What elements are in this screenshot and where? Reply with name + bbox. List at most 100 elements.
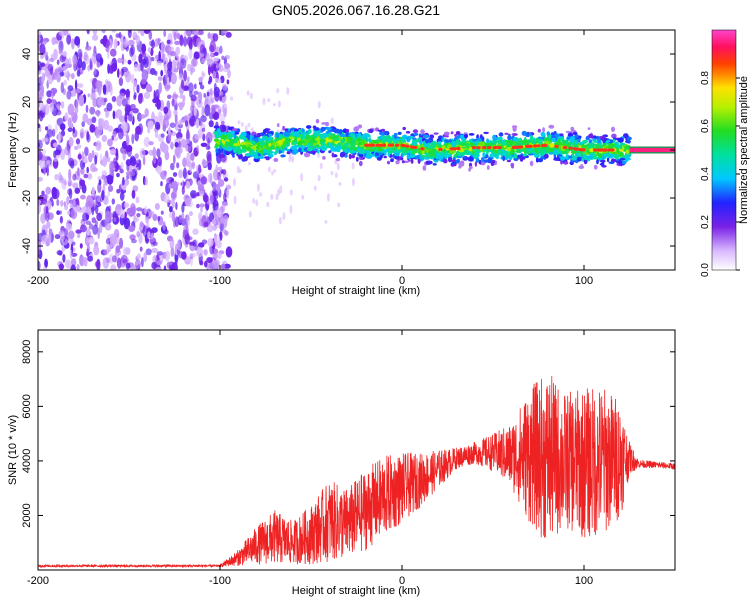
signal-blob <box>519 155 524 161</box>
noise-blob <box>64 58 70 68</box>
signal-blob <box>450 131 454 135</box>
noise-blob <box>121 201 125 211</box>
noise-blob <box>192 171 200 179</box>
signal-blob <box>575 152 579 157</box>
noise-blob <box>152 255 158 264</box>
noise-blob <box>92 86 95 92</box>
noise-blob <box>193 30 198 35</box>
noise-blob <box>82 113 89 123</box>
noise-blob <box>140 30 145 37</box>
x-tick-label: 100 <box>575 575 593 587</box>
noise-blob <box>233 177 236 187</box>
signal-blob <box>367 153 373 157</box>
noise-blob <box>127 113 133 122</box>
noise-blob <box>108 211 113 220</box>
noise-blob <box>118 77 123 87</box>
signal-blob <box>390 158 394 163</box>
noise-blob <box>185 30 193 37</box>
noise-blob <box>262 97 266 106</box>
noise-blob <box>266 201 270 208</box>
signal-blob <box>559 133 564 137</box>
noise-blob <box>210 51 213 59</box>
noise-blob <box>112 130 117 137</box>
signal-blob <box>306 125 312 129</box>
noise-blob <box>53 88 56 95</box>
signal-blob <box>486 165 490 170</box>
noise-blob <box>190 252 197 258</box>
noise-blob <box>68 168 72 181</box>
signal-blob <box>331 152 335 158</box>
signal-blob <box>225 141 230 147</box>
signal-blob <box>456 158 460 162</box>
noise-blob <box>93 67 97 76</box>
noise-blob <box>51 91 54 99</box>
signal-blob <box>270 151 275 154</box>
noise-blob <box>91 186 95 197</box>
signal-blob <box>368 137 372 143</box>
signal-blob <box>232 138 238 144</box>
signal-blob <box>381 135 387 140</box>
signal-peak <box>493 146 498 150</box>
signal-blob <box>350 140 353 145</box>
noise-blob <box>91 150 95 158</box>
y-tick-label: 0 <box>21 147 33 153</box>
signal-blob <box>438 143 442 148</box>
noise-blob <box>89 123 96 133</box>
noise-blob <box>201 70 205 79</box>
y-tick-label: 40 <box>21 48 33 60</box>
signal-blob <box>591 143 595 146</box>
noise-blob <box>142 225 149 238</box>
noise-blob <box>76 70 81 77</box>
noise-blob <box>95 110 101 116</box>
noise-blob <box>157 76 163 81</box>
signal-blob <box>556 154 563 157</box>
signal-blob <box>463 156 467 159</box>
noise-blob <box>89 106 96 115</box>
noise-blob <box>172 172 178 177</box>
signal-peak <box>449 147 454 151</box>
signal-peak <box>420 147 425 151</box>
noise-blob <box>91 52 98 63</box>
noise-blob <box>227 249 231 257</box>
noise-blob <box>198 76 203 83</box>
noise-blob <box>42 266 47 270</box>
noise-blob <box>70 258 77 267</box>
colorbar-gradient <box>711 29 737 271</box>
noise-blob <box>158 81 162 94</box>
noise-blob <box>212 260 219 270</box>
signal-blob <box>276 123 280 128</box>
signal-peak <box>381 143 387 147</box>
noise-blob <box>186 152 192 164</box>
signal-blob <box>413 132 419 136</box>
signal-blob <box>506 159 511 163</box>
noise-blob <box>186 129 190 142</box>
noise-blob <box>248 210 252 218</box>
noise-blob <box>148 211 155 217</box>
noise-blob <box>85 220 91 225</box>
noise-blob <box>212 252 218 260</box>
noise-blob <box>272 103 276 107</box>
noise-blob <box>62 253 66 263</box>
y-tick-label: -20 <box>21 190 33 206</box>
y-tick-label: 2000 <box>21 503 33 527</box>
noise-blob <box>215 64 220 69</box>
noise-blob <box>92 224 99 235</box>
signal-peak <box>601 148 606 152</box>
noise-blob <box>86 166 89 174</box>
signal-blob <box>531 141 536 145</box>
signal-blob <box>561 139 567 144</box>
noise-blob <box>183 69 188 82</box>
noise-blob <box>196 246 204 258</box>
noise-blob <box>148 149 154 156</box>
noise-blob <box>191 161 196 170</box>
signal-blob <box>535 137 539 143</box>
signal-blob <box>341 144 346 151</box>
noise-blob <box>144 205 148 215</box>
noise-blob <box>212 33 219 42</box>
signal-blob <box>218 153 225 159</box>
noise-blob <box>226 188 229 200</box>
noise-blob <box>58 30 64 36</box>
signal-peak <box>579 148 585 152</box>
signal-blob <box>410 158 414 164</box>
signal-blob <box>621 160 627 165</box>
